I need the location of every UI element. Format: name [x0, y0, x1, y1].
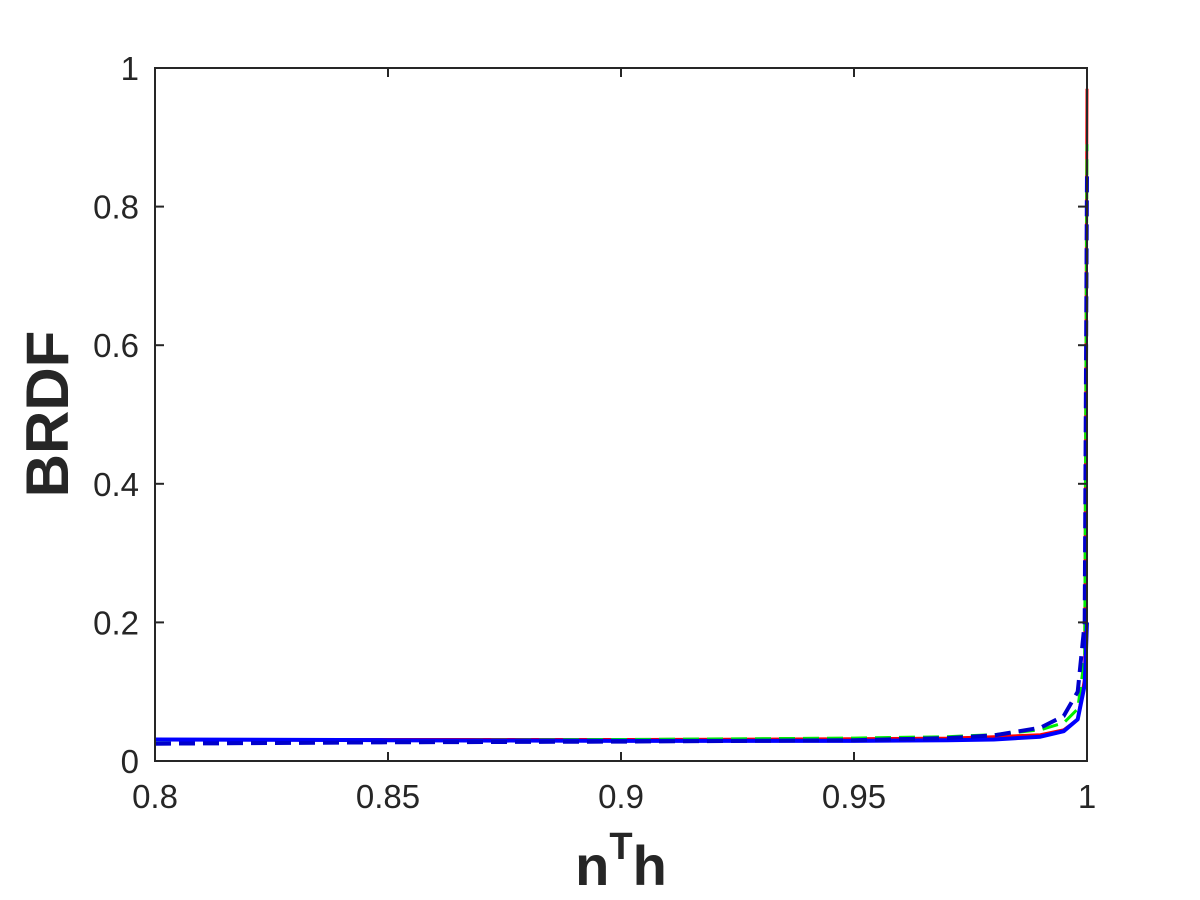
tick-layer: 0.8 0.85 0.9 0.95 1 0 0.2 0.4 0.6 0.8 1 [93, 50, 1096, 815]
x-axis-title: nTh [575, 826, 667, 897]
x-tick-label: 0.85 [356, 778, 420, 815]
y-tick-label: 0 [121, 743, 139, 780]
y-tick-label: 0.6 [93, 327, 139, 364]
y-tick-label: 1 [121, 50, 139, 87]
series-layer [154, 88, 1089, 746]
y-axis-title: BRDF [14, 331, 81, 498]
x-tick-label: 0.8 [132, 778, 178, 815]
series-4-line [154, 171, 1089, 746]
x-tick-label: 1 [1078, 778, 1096, 815]
x-axis-title-superscript: T [609, 826, 632, 868]
y-tick-label: 0.8 [93, 189, 139, 226]
x-tick-label: 0.9 [598, 778, 644, 815]
y-tick-label: 0.4 [93, 466, 139, 503]
y-tick-label: 0.2 [93, 604, 139, 641]
x-axis-title-suffix: h [633, 834, 667, 897]
x-tick-label: 0.95 [822, 778, 886, 815]
x-axis-title-base: n [575, 834, 609, 897]
